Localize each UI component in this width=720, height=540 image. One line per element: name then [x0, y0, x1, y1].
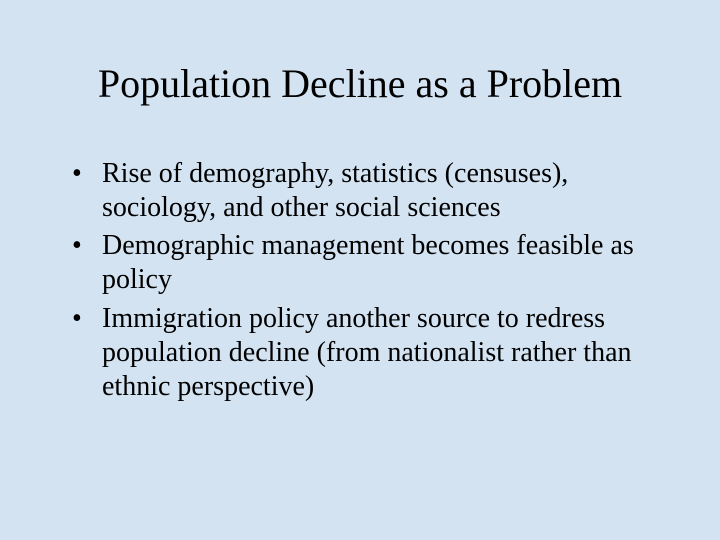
slide: Population Decline as a Problem Rise of … — [0, 0, 720, 540]
bullet-item: Immigration policy another source to red… — [70, 302, 660, 404]
bullet-list: Rise of demography, statistics (censuses… — [60, 157, 660, 404]
slide-title: Population Decline as a Problem — [60, 60, 660, 107]
bullet-item: Demographic management becomes feasible … — [70, 229, 660, 297]
bullet-item: Rise of demography, statistics (censuses… — [70, 157, 660, 225]
